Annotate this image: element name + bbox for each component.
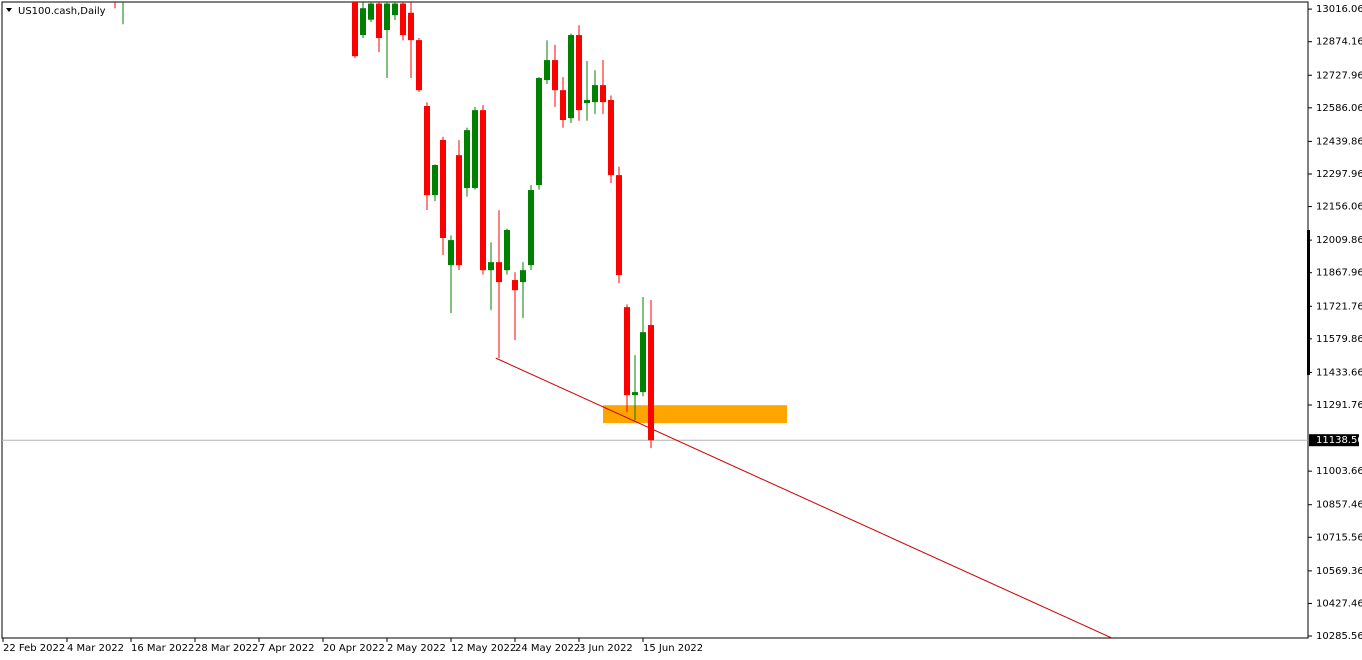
y-tick-label: 11721.76 [1316, 301, 1362, 312]
trendline [495, 357, 1113, 638]
candle-body [592, 85, 598, 103]
x-tick-label: 12 May 2022 [451, 643, 516, 654]
x-tick-label: 4 Mar 2022 [67, 643, 124, 654]
y-tick-label: 11003.66 [1316, 466, 1362, 477]
y-tick-label: 12439.86 [1316, 136, 1362, 147]
candle-body [632, 392, 638, 396]
candle-body [480, 110, 486, 271]
x-tick-label: 20 Apr 2022 [323, 643, 385, 654]
x-tick-label: 3 Jun 2022 [579, 643, 633, 654]
y-tick-label: 11579.86 [1316, 334, 1362, 345]
candle-body [640, 332, 646, 393]
x-tick-label: 28 Mar 2022 [195, 643, 258, 654]
candle-body [400, 3, 406, 36]
candle-body [384, 3, 390, 31]
plot-frame [1, 1, 1309, 639]
candle-body [608, 100, 614, 176]
y-tick-label: 10715.56 [1316, 532, 1362, 543]
candle-body [568, 35, 574, 119]
last-price-label: 11138.50 [1316, 435, 1362, 446]
candle-body [424, 106, 430, 196]
y-tick-label: 13016.06 [1316, 4, 1362, 15]
candle-body [560, 90, 566, 121]
x-tick-label: 24 May 2022 [515, 643, 580, 654]
plot-area [2, 2, 1308, 638]
candle-body [648, 325, 654, 441]
candle-body [488, 262, 494, 271]
candle-body [456, 155, 462, 266]
y-tick-label: 12156.06 [1316, 202, 1362, 213]
candle-body [616, 175, 622, 275]
candle-body [504, 229, 510, 271]
candle-body [544, 60, 550, 81]
chart-title: US100.cash,Daily [18, 6, 106, 17]
last-price-box [1309, 434, 1359, 447]
candle-body [360, 8, 366, 36]
y-tick-label: 12009.86 [1316, 235, 1362, 246]
y-tick-label: 10569.36 [1316, 566, 1362, 577]
x-tick-label: 16 Mar 2022 [131, 643, 194, 654]
y-tick-label: 11291.76 [1316, 400, 1362, 411]
menu-arrow[interactable] [6, 8, 12, 12]
candle-body [584, 100, 590, 104]
y-tick-label: 12297.96 [1316, 169, 1362, 180]
candle-body [496, 262, 502, 283]
candle-body [392, 3, 398, 16]
candle-body [416, 40, 422, 91]
y-tick-label: 12586.06 [1316, 103, 1362, 114]
candle-body [552, 60, 558, 91]
candle-body [576, 35, 582, 111]
candle-body [528, 190, 534, 266]
scale-marker [1307, 230, 1310, 375]
candle-body [536, 77, 542, 185]
y-tick-label: 11867.96 [1316, 268, 1362, 279]
candle-body [352, 2, 358, 57]
candle-body [464, 130, 470, 188]
candle-body [376, 3, 382, 39]
candle-body [600, 85, 606, 103]
y-tick-label: 10427.46 [1316, 598, 1362, 609]
x-tick-label: 2 May 2022 [387, 643, 446, 654]
candle-body [440, 139, 446, 239]
candle-body [520, 270, 526, 283]
y-tick-label: 11433.66 [1316, 367, 1362, 378]
candle-body [512, 280, 518, 291]
y-tick-label: 10285.56 [1316, 631, 1362, 642]
y-tick-label: 12727.96 [1316, 70, 1362, 81]
x-tick-label: 7 Apr 2022 [259, 643, 314, 654]
candle-body [408, 12, 414, 41]
candle-body [624, 307, 630, 396]
candle-body [472, 110, 478, 188]
x-tick-label: 15 Jun 2022 [643, 643, 703, 654]
candle-body [448, 240, 454, 266]
x-tick-label: 22 Feb 2022 [3, 643, 65, 654]
candle-body [432, 165, 438, 196]
candle-body [368, 3, 374, 20]
y-tick-label: 10857.46 [1316, 500, 1362, 511]
zone [603, 405, 787, 424]
y-tick-label: 12874.16 [1316, 37, 1362, 48]
